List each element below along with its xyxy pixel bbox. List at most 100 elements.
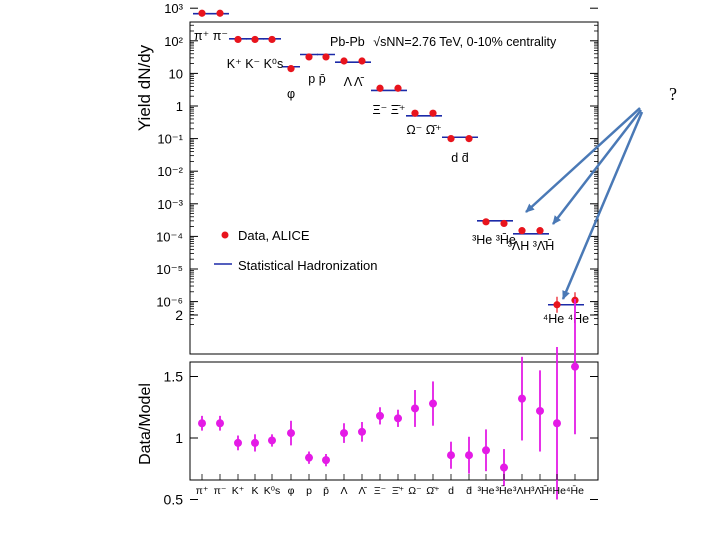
question-mark: ? — [669, 84, 677, 104]
group-label-3: p p̄ — [308, 72, 325, 86]
data-point-8 — [340, 57, 348, 65]
data-point-10 — [376, 84, 384, 92]
data-point-18 — [518, 227, 526, 235]
ratio-marks — [198, 299, 579, 500]
title-system: Pb-Pb — [330, 35, 365, 49]
ratio-point-19 — [536, 406, 544, 415]
group-label-8: ³He ³H̄e — [472, 233, 516, 247]
ratio-point-5 — [287, 429, 295, 438]
ratio-point-15 — [465, 451, 473, 460]
ratio-point-11 — [394, 414, 402, 423]
legend-model-label: Statistical Hadronization — [238, 258, 377, 273]
yield-axis-label: Yield dN/dy — [135, 44, 154, 131]
ratio-point-18 — [518, 394, 526, 403]
ratio-point-1 — [216, 419, 224, 428]
ratio-panel: 0.5 1 1.5 2 π⁺ π⁻ K⁺ K K⁰s φ p p̄ Λ Λ̄ Ξ⁻ Ξ̄⁺ Ω⁻ Ω̄⁺ d d̄ ³… — [137, 299, 599, 508]
ratio-point-7 — [322, 456, 330, 465]
yield-tick-label: 10⁻² — [157, 164, 183, 179]
ratio-x-label-4: K⁰s — [264, 485, 280, 497]
group-label-4: Λ Λ̄ — [344, 75, 365, 89]
ratio-x-label-5: φ — [288, 485, 295, 497]
group-label-2: φ — [287, 87, 295, 101]
group-label-9: ³ΛH ³Λ̄H̄ — [508, 239, 555, 253]
ratio-x-label-18: ³ΛH — [513, 485, 531, 497]
group-label-7: d d̄ — [451, 151, 468, 165]
data-point-3 — [251, 35, 259, 44]
ratio-point-9 — [358, 427, 366, 436]
ratio-point-4 — [268, 436, 276, 445]
group-label-6: Ω⁻ Ω̄⁺ — [406, 123, 441, 137]
yield-marks — [193, 9, 584, 313]
ratio-x-label-3: K — [251, 485, 258, 497]
ratio-point-3 — [251, 438, 259, 447]
group-label-10: ⁴He ⁴H̄e — [543, 312, 589, 326]
data-point-15 — [465, 135, 473, 143]
arrow-to-3he — [525, 107, 641, 213]
ratio-point-12 — [411, 404, 419, 413]
data-point-11 — [394, 84, 402, 92]
ratio-axis-label: Data/Model — [137, 383, 154, 465]
ratio-frame — [189, 361, 599, 481]
yield-tick-label: 10 — [169, 66, 183, 81]
group-label-0: π⁺ π⁻ — [194, 29, 228, 43]
yield-frame — [189, 21, 599, 355]
yield-tick-label: 10⁻¹ — [157, 132, 183, 147]
yield-tick-label: 10² — [164, 34, 183, 49]
legend-data-label: Data, ALICE — [238, 228, 310, 243]
data-point-6 — [305, 53, 313, 61]
yield-tick-label: 10⁻⁶ — [156, 295, 183, 310]
data-point-1 — [216, 9, 224, 17]
data-point-2 — [234, 35, 242, 44]
ratio-x-label-0: π⁺ — [196, 485, 209, 497]
ratio-x-label-21: ⁴H̄e — [566, 484, 584, 497]
ratio-point-8 — [340, 429, 348, 438]
data-point-16 — [482, 218, 490, 226]
yield-tick-label: 1 — [176, 99, 183, 114]
ratio-point-2 — [234, 438, 242, 447]
ratio-x-label-6: p — [306, 485, 312, 497]
yield-tick-label: 10⁻⁴ — [156, 229, 183, 244]
title-energy: √sNN=2.76 TeV, 0-10% centrality — [373, 35, 557, 49]
legend: Data, ALICE Statistical Hadronization — [214, 228, 377, 273]
group-label-1: K⁺ K⁻ K⁰s — [227, 57, 283, 71]
ratio-x-label-9: Λ̄ — [358, 485, 367, 497]
ratio-point-13 — [429, 399, 437, 408]
ratio-x-label-15: d̄ — [466, 485, 472, 497]
data-point-13 — [429, 109, 437, 117]
arrow-to-hypertriton — [552, 109, 642, 225]
yield-panel: 10³ 10² 10 1 10⁻¹ 10⁻² 10⁻³ 10⁻⁴ 10⁻⁵ 10⁻⁶ π⁺ π⁻ K… — [135, 1, 599, 355]
ratio-point-6 — [305, 453, 313, 462]
ratio-y-ticks: 0.5 1 1.5 2 — [164, 307, 598, 508]
ratio-x-label-2: K⁺ — [232, 485, 245, 497]
ratio-point-17 — [500, 463, 508, 472]
ratio-x-label-13: Ω̄⁺ — [426, 485, 440, 497]
ratio-point-20 — [553, 419, 561, 428]
yield-y-ticks: 10³ 10² 10 1 10⁻¹ 10⁻² 10⁻³ 10⁻⁴ 10⁻⁵ 10⁻⁶ — [156, 1, 598, 325]
data-point-9 — [358, 57, 366, 65]
data-point-19 — [536, 227, 544, 235]
ratio-tick-label: 1.5 — [164, 369, 184, 385]
ratio-point-16 — [482, 446, 490, 455]
yield-tick-label: 10⁻³ — [157, 197, 183, 212]
annotation-arrows — [525, 107, 644, 300]
arrow-to-4he — [561, 111, 644, 300]
data-point-7 — [322, 53, 330, 61]
ratio-x-label-16: ³He — [478, 485, 495, 497]
data-point-4 — [268, 35, 276, 44]
yield-tick-label: 10³ — [164, 1, 183, 16]
ratio-x-label-17: ³H̄e — [496, 484, 513, 497]
particle-group-labels: π⁺ π⁻ K⁺ K⁻ K⁰s φ p p̄ Λ Λ̄ Ξ⁻ Ξ̄⁺Ω⁻ Ω̄⁺ d d̄ ³… — [194, 29, 589, 326]
ratio-x-label-20: ⁴He — [548, 485, 566, 497]
ratio-point-0 — [198, 419, 206, 428]
ratio-tick-label: 2 — [175, 307, 183, 323]
ratio-x-label-1: π⁻ — [214, 485, 227, 497]
data-point-17 — [500, 219, 508, 228]
ratio-x-label-10: Ξ⁻ — [374, 485, 387, 497]
yield-tick-label: 10⁻⁵ — [156, 262, 183, 277]
data-point-14 — [447, 135, 455, 143]
legend-data-marker — [221, 231, 229, 239]
data-point-12 — [411, 109, 419, 117]
ratio-x-label-14: d — [448, 485, 454, 497]
ratio-x-label-12: Ω⁻ — [408, 485, 422, 497]
